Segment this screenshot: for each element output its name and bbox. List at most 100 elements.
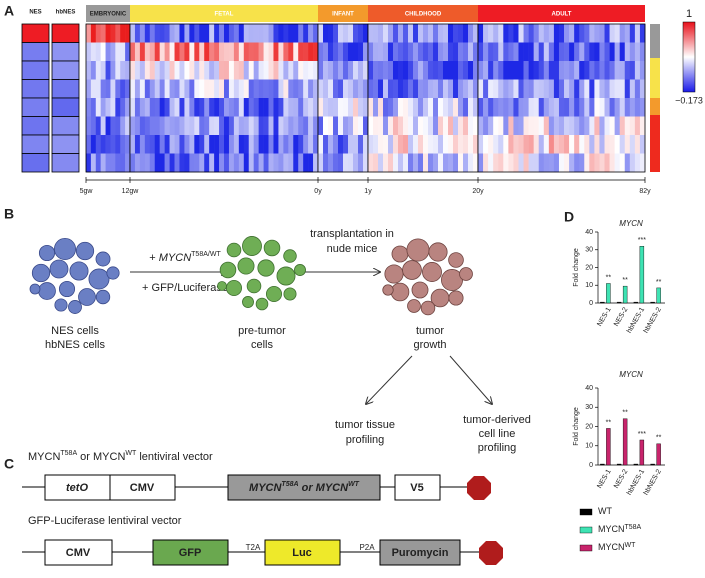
heatmap-cell — [488, 24, 494, 43]
heatmap-cell — [348, 135, 354, 154]
bar — [633, 463, 639, 466]
heatmap-cell — [283, 42, 289, 62]
heatmap-cell — [448, 79, 454, 99]
heatmap-cell — [503, 135, 509, 154]
heatmap-cell — [228, 98, 235, 117]
heatmap-cell — [393, 79, 399, 99]
heatmap-cell — [438, 135, 444, 154]
sample-cell — [21, 134, 50, 154]
heatmap-cell — [378, 61, 384, 80]
heatmap-cell — [159, 116, 165, 136]
cell — [459, 267, 473, 281]
caption: profiling — [346, 434, 385, 446]
sample-cell — [21, 116, 50, 136]
heatmap-cell — [184, 135, 190, 154]
heatmap-cell — [179, 79, 185, 99]
time-label: 1y — [364, 188, 372, 195]
heatmap-cell — [368, 153, 374, 173]
heatmap-cell — [403, 61, 409, 80]
heatmap-cell — [333, 24, 339, 43]
heatmap-cell — [139, 116, 146, 136]
heatmap-cell — [189, 116, 195, 136]
heatmap-cell — [144, 61, 151, 80]
heatmap-cell — [574, 135, 580, 154]
superscript: T58A — [281, 481, 298, 488]
heatmap-cell — [184, 116, 190, 136]
heatmap-cell — [403, 98, 409, 117]
heatmap-cell — [303, 135, 309, 154]
heatmap-cell — [388, 98, 394, 117]
heatmap-cell — [298, 98, 304, 117]
heatmap-cell — [594, 61, 600, 80]
heatmap-cell — [248, 42, 254, 62]
heatmap-cell — [639, 135, 646, 154]
heatmap-cell — [313, 116, 319, 136]
time-label: 12gw — [122, 188, 140, 195]
heatmap-cell — [353, 61, 359, 80]
time-label: 82y — [639, 188, 651, 195]
heatmap-cell — [199, 79, 205, 99]
heatmap-cell — [543, 24, 550, 43]
heatmap-cell — [273, 153, 279, 173]
heatmap-cell — [448, 116, 454, 136]
heatmap-cell — [125, 153, 131, 173]
scale-max: 1 — [686, 8, 692, 20]
superscript: T58A — [60, 450, 77, 457]
heatmap-cell — [130, 61, 136, 80]
heatmap-cell — [458, 98, 464, 117]
sample-cell — [51, 97, 80, 117]
heatmap-cell — [268, 135, 274, 154]
heatmap-cell — [634, 135, 641, 154]
heatmap-cell — [263, 135, 269, 154]
heatmap-cell — [169, 61, 175, 80]
heatmap-cell — [558, 61, 565, 80]
time-label: 5gw — [80, 188, 94, 195]
heatmap-cell — [393, 61, 399, 80]
heatmap-cell — [303, 61, 309, 80]
heatmap-cell — [95, 61, 101, 80]
stage-bar — [478, 5, 645, 22]
heatmap-cell — [303, 24, 309, 43]
heatmap-cell — [338, 153, 344, 173]
heatmap-cell — [538, 135, 545, 154]
heatmap-cell — [189, 42, 195, 62]
heatmap-cell — [248, 98, 254, 117]
heatmap-cell — [488, 153, 494, 173]
heatmap-cell — [533, 79, 540, 99]
heatmap-cell — [204, 61, 210, 80]
heatmap-cell — [604, 98, 610, 117]
heatmap-cell — [363, 135, 369, 154]
heatmap-cell — [130, 79, 136, 99]
stage-label: EMBRYONIC — [90, 12, 127, 18]
heatmap-cell — [233, 61, 240, 80]
heatmap-cell — [629, 61, 636, 80]
heatmap-cell — [634, 98, 641, 117]
heatmap-cell — [313, 135, 319, 154]
heatmap-cell — [423, 116, 429, 136]
heatmap-cell — [553, 116, 560, 136]
heatmap-cell — [139, 153, 146, 173]
heatmap-cell — [134, 61, 141, 80]
heatmap-cell — [100, 135, 106, 154]
heatmap-cell — [209, 153, 215, 173]
y-tick-label: 20 — [585, 264, 593, 271]
heatmap-cell — [313, 79, 319, 99]
heatmap-cell — [388, 153, 394, 173]
element-box — [394, 474, 441, 501]
heatmap-cell — [144, 116, 151, 136]
heatmap-cell — [538, 61, 545, 80]
heatmap-cell — [154, 42, 160, 62]
heatmap-cell — [288, 24, 294, 43]
heatmap-cell — [629, 79, 636, 99]
heatmap-cell — [468, 116, 474, 136]
heatmap-cell — [614, 153, 620, 173]
heatmap-cell — [518, 153, 524, 173]
heatmap-cell — [194, 116, 200, 136]
heatmap-cell — [508, 61, 514, 80]
heatmap-cell — [348, 79, 354, 99]
heatmap-cell — [609, 153, 615, 173]
heatmap-cell — [228, 153, 235, 173]
heatmap-cell — [303, 116, 309, 136]
heatmap-cell — [253, 79, 259, 99]
heatmap-cell — [403, 135, 409, 154]
